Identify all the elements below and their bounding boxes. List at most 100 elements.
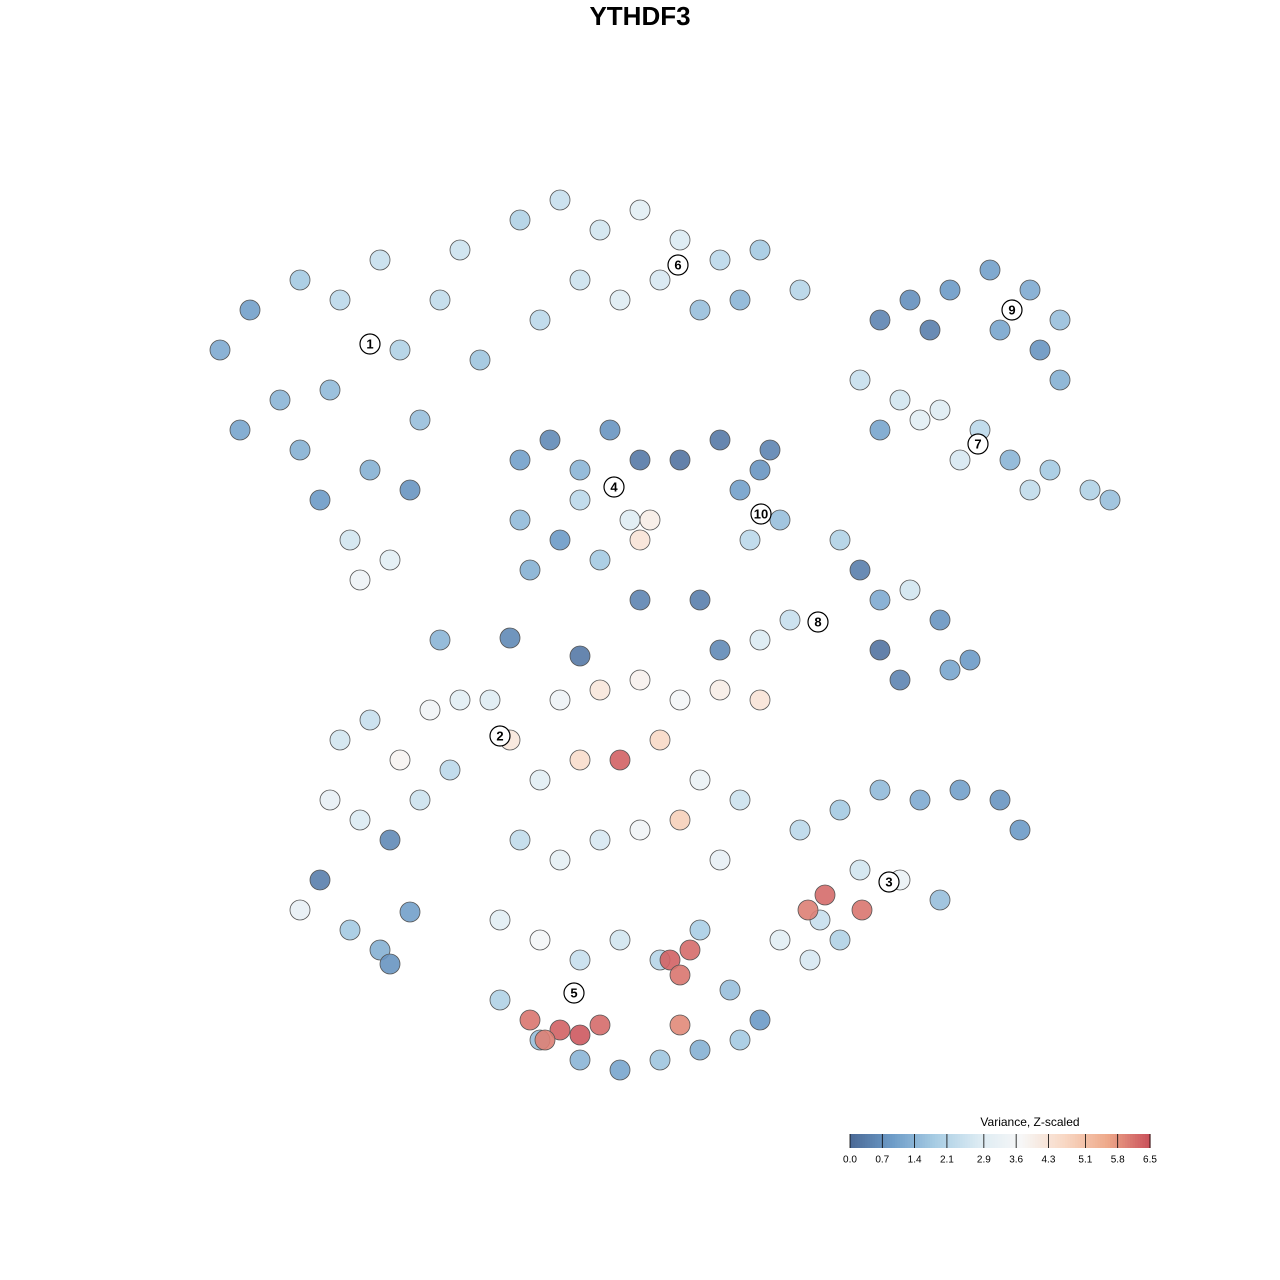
colorbar-segment <box>990 1134 994 1148</box>
point <box>449 689 471 711</box>
colorbar-tick-label: 5.1 <box>1078 1155 1092 1166</box>
cluster-label: 1 <box>366 336 373 351</box>
colorbar-segment <box>890 1134 894 1148</box>
point <box>489 909 511 931</box>
cluster-label: 9 <box>1008 302 1015 317</box>
point <box>369 249 391 271</box>
colorbar-segment <box>1090 1134 1094 1148</box>
point <box>629 819 651 841</box>
point <box>539 429 561 451</box>
colorbar-segment <box>855 1134 859 1148</box>
point <box>1049 309 1071 331</box>
colorbar-segment <box>907 1134 911 1148</box>
colorbar-segment <box>1142 1134 1146 1148</box>
point <box>999 449 1021 471</box>
point <box>379 829 401 851</box>
colorbar-segment <box>1050 1134 1054 1148</box>
colorbar-segment <box>1040 1134 1044 1148</box>
point <box>589 1014 611 1036</box>
point <box>949 449 971 471</box>
point <box>569 269 591 291</box>
point <box>814 884 836 906</box>
colorbar-segment <box>870 1134 874 1148</box>
point <box>929 609 951 631</box>
colorbar-segment <box>885 1134 889 1148</box>
point <box>959 649 981 671</box>
point <box>569 645 591 667</box>
colorbar-segment <box>960 1134 964 1148</box>
point <box>329 289 351 311</box>
cluster-marker <box>967 433 989 455</box>
colorbar-segment <box>925 1134 929 1148</box>
colorbar-segment <box>1130 1134 1134 1148</box>
point <box>359 459 381 481</box>
point <box>479 689 501 711</box>
point <box>919 319 941 341</box>
colorbar-segment <box>1140 1134 1144 1148</box>
point <box>669 964 691 986</box>
point <box>709 679 731 701</box>
colorbar-segment <box>940 1134 944 1148</box>
point <box>689 919 711 941</box>
colorbar-tick-label: 3.6 <box>1009 1155 1023 1166</box>
point <box>899 289 921 311</box>
point <box>589 829 611 851</box>
colorbar-segment <box>1010 1134 1014 1148</box>
colorbar-segment <box>1057 1134 1061 1148</box>
colorbar-segment <box>1097 1134 1101 1148</box>
colorbar-segment <box>900 1134 904 1148</box>
point <box>849 859 871 881</box>
colorbar-segment <box>865 1134 869 1148</box>
point <box>379 953 401 975</box>
colorbar-segment <box>850 1134 854 1148</box>
point <box>569 949 591 971</box>
point <box>929 889 951 911</box>
point <box>509 209 531 231</box>
point <box>439 759 461 781</box>
colorbar-tick-label: 2.1 <box>940 1155 954 1166</box>
point <box>389 749 411 771</box>
point <box>729 1029 751 1051</box>
point <box>689 769 711 791</box>
colorbar-segment <box>932 1134 936 1148</box>
point <box>669 689 691 711</box>
colorbar-segment <box>1012 1134 1016 1148</box>
colorbar-segment <box>942 1134 946 1148</box>
point <box>549 689 571 711</box>
colorbar-segment <box>955 1134 959 1148</box>
colorbar-segment <box>857 1134 861 1148</box>
point <box>599 419 621 441</box>
point <box>689 589 711 611</box>
point <box>769 929 791 951</box>
colorbar-segment <box>1072 1134 1076 1148</box>
point <box>549 1019 571 1041</box>
colorbar-segment <box>912 1134 916 1148</box>
colorbar-segment <box>980 1134 984 1148</box>
cluster-label: 10 <box>754 506 768 521</box>
colorbar-segment <box>1027 1134 1031 1148</box>
point <box>669 809 691 831</box>
point <box>869 419 891 441</box>
colorbar-segment <box>860 1134 864 1148</box>
point <box>729 789 751 811</box>
cluster-marker <box>563 982 585 1004</box>
point <box>619 509 641 531</box>
cluster-label: 3 <box>885 874 892 889</box>
colorbar-segment <box>1120 1134 1124 1148</box>
point <box>749 629 771 651</box>
colorbar-segment <box>882 1134 886 1148</box>
colorbar-segment <box>1122 1134 1126 1148</box>
colorbar-segment <box>1017 1134 1021 1148</box>
colorbar-segment <box>947 1134 951 1148</box>
point <box>649 269 671 291</box>
colorbar-segment <box>1137 1134 1141 1148</box>
colorbar-segment <box>975 1134 979 1148</box>
point <box>1039 459 1061 481</box>
colorbar-segment <box>952 1134 956 1148</box>
point <box>739 529 761 551</box>
colorbar-segment <box>950 1134 954 1148</box>
point <box>869 589 891 611</box>
colorbar-segment <box>1065 1134 1069 1148</box>
point <box>589 219 611 241</box>
